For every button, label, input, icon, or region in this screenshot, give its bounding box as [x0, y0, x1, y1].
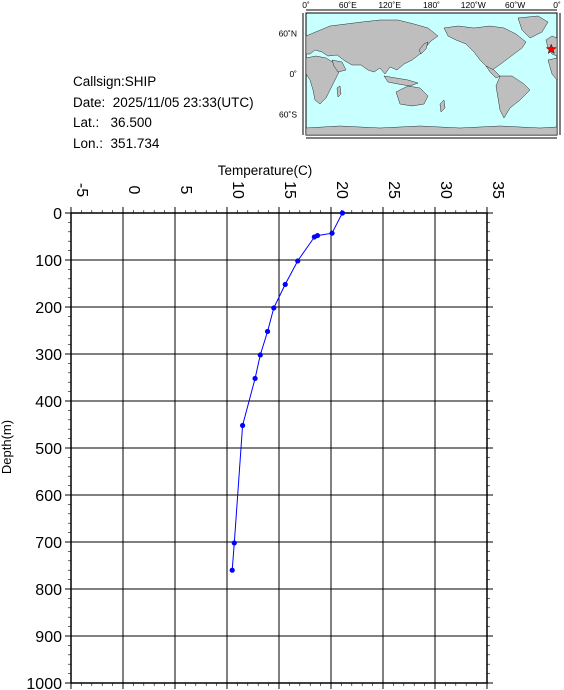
y-tick-label: 500	[35, 441, 62, 458]
land-antarctica	[305, 125, 558, 136]
map-lat-label: 60˚S	[279, 110, 297, 120]
map-frame-ticks	[302, 9, 561, 139]
callsign-row: Callsign:SHIP	[73, 72, 254, 93]
date-label: Date:	[73, 94, 106, 110]
lat-value: 36.500	[110, 115, 152, 130]
land-south-america	[495, 75, 531, 119]
station-info: Callsign:SHIP Date: 2025/11/05 23:33(UTC…	[73, 72, 254, 154]
profile-point	[339, 210, 346, 216]
land-australia	[395, 85, 429, 107]
profile-point	[329, 230, 335, 236]
land-africa-west	[547, 57, 558, 81]
map-lon-label: 60˚W	[505, 0, 525, 10]
profile-point	[231, 540, 237, 546]
land-arabia	[331, 59, 347, 73]
y-tick-labels: 0 100 200 300 400 500 600 700 800 900 1000	[26, 206, 62, 690]
map-lon-label: 180˚	[423, 0, 440, 10]
station-star	[545, 43, 557, 54]
lat-label: Lat.:	[73, 115, 100, 130]
land-north-america	[443, 25, 527, 71]
profile-point	[257, 352, 263, 358]
map-longitude-labels: 0˚ 60˚E 120˚E 180˚ 120˚W 60˚W 0˚	[302, 0, 561, 10]
profile-point	[311, 234, 317, 240]
plot-frame	[70, 212, 488, 684]
x-tick-label: 30	[437, 181, 454, 199]
profile-point	[282, 281, 288, 288]
land-central-america	[485, 65, 501, 79]
date-row: Date: 2025/11/05 23:33(UTC)	[73, 93, 254, 114]
y-axis-label: Depth(m)	[0, 420, 14, 474]
x-tick-label: 35	[489, 181, 506, 199]
y-tick-label: 100	[35, 253, 62, 270]
map-lon-label: 120˚E	[378, 0, 401, 10]
x-axis-label: Temperature(C)	[218, 163, 313, 178]
map-lon-label: 0˚	[302, 0, 310, 10]
lon-value: 351.734	[110, 135, 160, 151]
land-indonesia	[383, 75, 419, 87]
profile-point	[240, 422, 246, 429]
y-tick-label: 300	[35, 347, 62, 364]
land-greenland	[517, 15, 549, 39]
x-tick-label: 20	[333, 181, 350, 199]
profile-point	[271, 305, 277, 311]
y-tick-label: 0	[53, 206, 62, 223]
x-tick-label: 5	[177, 186, 194, 195]
callsign-value: SHIP	[124, 74, 157, 89]
map-latitude-labels: 60˚N 0˚ 60˚S	[279, 28, 298, 119]
y-tick-label: 1000	[26, 676, 62, 690]
lon-label: Lon.:	[73, 135, 104, 151]
profile-point	[295, 258, 301, 264]
land-africa	[305, 55, 341, 105]
land-madagascar	[336, 85, 342, 98]
map-lat-label: 0˚	[289, 69, 297, 79]
world-map: 0˚ 60˚E 120˚E 180˚ 120˚W 60˚W 0˚ 60˚N 0˚ 60˚S	[279, 0, 561, 139]
y-tick-label: 800	[35, 582, 62, 599]
x-tick-label: 0	[125, 186, 142, 195]
land-japan	[418, 41, 429, 55]
x-tick-labels: -5 0 5 10 15 20 25 30 35	[73, 181, 506, 199]
map-lon-label: 60˚E	[339, 0, 357, 10]
temperature-profile-points	[229, 210, 346, 573]
profile-point	[229, 567, 235, 573]
y-tick-label: 600	[35, 488, 62, 505]
x-tick-label: 10	[229, 181, 246, 199]
x-tick-label: 25	[385, 181, 402, 199]
map-lat-label: 60˚N	[279, 28, 297, 38]
y-tick-label: 700	[35, 535, 62, 552]
land-eurasia	[305, 19, 439, 75]
x-tick-label: -5	[73, 183, 90, 197]
callsign-label: Callsign:	[73, 74, 125, 89]
x-tick-label: 15	[281, 181, 298, 199]
map-lon-label: 0˚	[553, 0, 561, 10]
profile-point	[252, 375, 258, 382]
map-lon-label: 120˚W	[461, 0, 486, 10]
y-tick-label: 200	[35, 300, 62, 317]
lat-row: Lat.: 36.500	[73, 113, 254, 134]
map-land	[305, 15, 558, 136]
land-newzealand	[439, 99, 446, 113]
profile-point	[264, 328, 271, 335]
lon-row: Lon.: 351.734	[73, 134, 254, 155]
y-tick-label: 400	[35, 394, 62, 411]
date-value: 2025/11/05 23:33(UTC)	[112, 94, 254, 110]
temperature-profile-line	[231, 212, 343, 571]
station-marker	[545, 43, 557, 54]
chart-grid	[70, 212, 488, 684]
y-tick-label: 900	[35, 629, 62, 646]
